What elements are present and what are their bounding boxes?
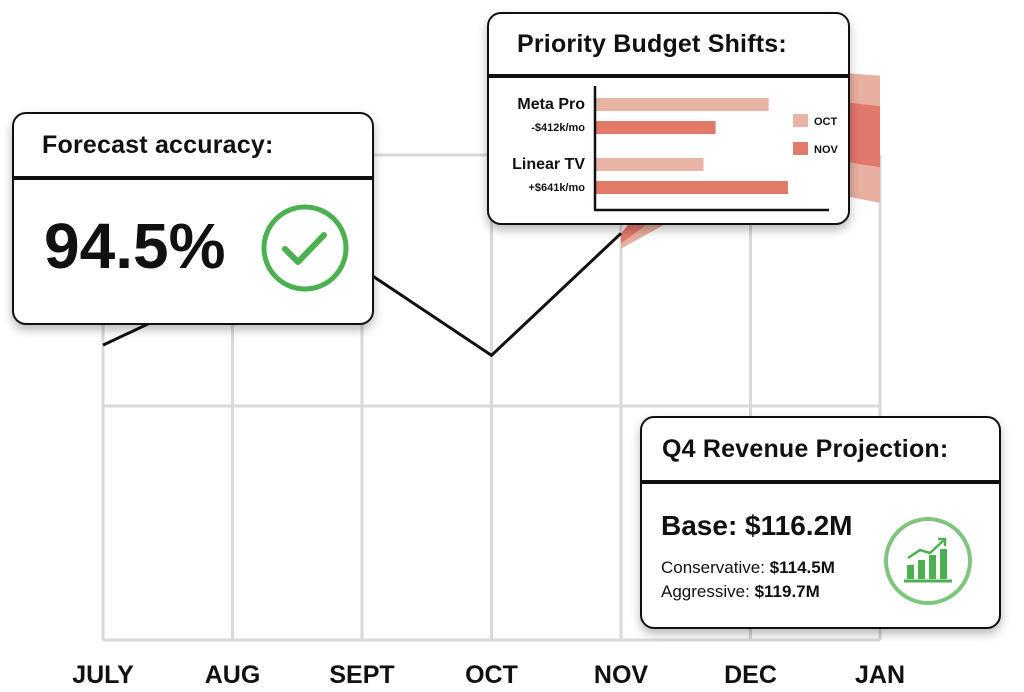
x-tick-label: AUG — [205, 661, 261, 689]
legend-swatch-oct — [793, 114, 808, 127]
conservative-label: Conservative: — [661, 558, 765, 577]
priority-budget-card: Priority Budget Shifts: Meta Pro -$412k/m… — [487, 12, 850, 225]
budget-bar-nov — [595, 181, 788, 194]
forecast-accuracy-card: Forecast accuracy: 94.5% — [12, 112, 374, 325]
forecast-accuracy-title: Forecast accuracy: — [14, 114, 372, 180]
x-axis-labels: JULY AUG SEPT OCT NOV DEC JAN — [72, 661, 905, 689]
aggressive-value: $119.7M — [754, 582, 820, 601]
x-tick-label: DEC — [724, 661, 777, 689]
budget-category-label: Meta Pro — [517, 96, 585, 113]
budget-bar-oct — [595, 98, 769, 111]
legend-swatch-nov — [793, 142, 808, 155]
budget-bar-chart: Meta Pro -$412k/mo Linear TV +$641k/mo OCT NO… — [512, 86, 839, 212]
x-tick-label: SEPT — [329, 661, 394, 689]
legend-label: OCT — [814, 116, 838, 128]
legend-label: NOV — [814, 144, 839, 156]
base-label: Base: — [661, 510, 738, 541]
budget-category-note: +$641k/mo — [528, 182, 585, 194]
growth-bar-chart-icon — [884, 517, 972, 605]
q4-projection-card: Q4 Revenue Projection: Base: $116.2M Con… — [640, 416, 1001, 629]
aggressive-label: Aggressive: — [661, 582, 750, 601]
x-tick-label: JAN — [855, 661, 905, 689]
q4-base-line: Base: $116.2M — [661, 510, 852, 542]
x-tick-label: JULY — [72, 661, 134, 689]
budget-category-note: -$412k/mo — [531, 122, 585, 134]
q4-conservative-line: Conservative: $114.5M — [661, 558, 835, 578]
priority-budget-title: Priority Budget Shifts: — [489, 14, 848, 78]
budget-category-label: Linear TV — [512, 156, 585, 173]
check-circle-icon — [261, 204, 349, 292]
x-tick-label: OCT — [465, 661, 518, 689]
budget-bar-nov — [595, 121, 716, 134]
x-tick-label: NOV — [594, 661, 649, 689]
base-value: $116.2M — [745, 510, 853, 541]
forecast-accuracy-value: 94.5% — [44, 210, 226, 282]
budget-bar-oct — [595, 158, 704, 171]
conservative-value: $114.5M — [769, 558, 835, 577]
q4-aggressive-line: Aggressive: $119.7M — [661, 582, 820, 602]
q4-projection-title: Q4 Revenue Projection: — [642, 418, 999, 484]
